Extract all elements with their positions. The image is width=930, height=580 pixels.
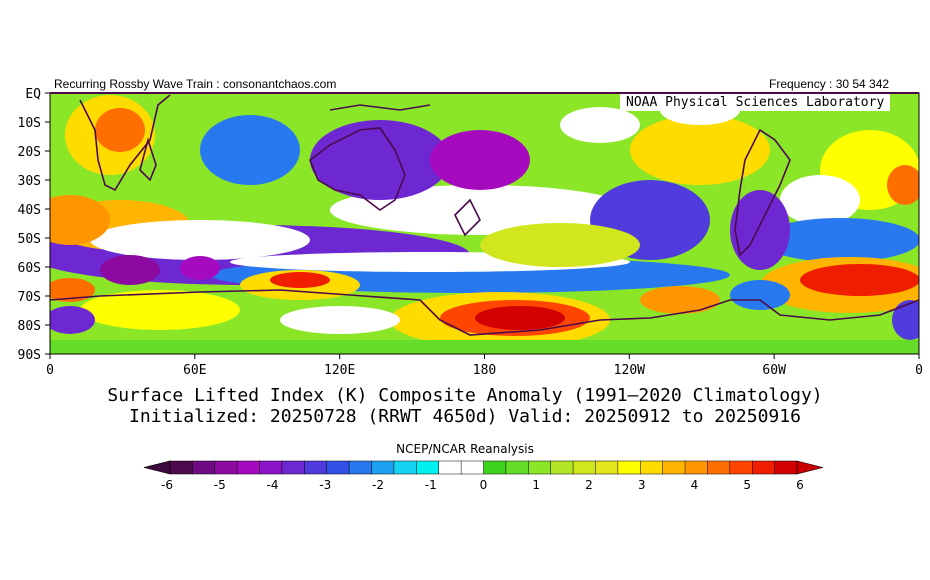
colorbar-swatch (281, 460, 305, 475)
colorbar-label: 2 (585, 478, 593, 492)
y-tick-label: 20S (18, 145, 41, 160)
colorbar-swatch (393, 460, 417, 475)
colorbar-high-arrow (796, 460, 824, 475)
header-right-text: Frequency : 30 54 342 (769, 77, 890, 91)
colorbar: -6 -5 -4 -3 -2 -1 0 1 2 3 4 5 6 (143, 460, 824, 492)
colorbar-swatch (617, 460, 641, 475)
data-source: NCEP/NCAR Reanalysis (396, 442, 534, 456)
colorbar-label: -5 (214, 478, 226, 492)
colorbar-swatch (214, 460, 238, 475)
colorbar-label: -4 (267, 478, 279, 492)
colorbar-swatch (572, 460, 597, 475)
colorbar-swatch (259, 460, 283, 475)
x-tick-label: 120W (614, 363, 645, 378)
y-tick-label: 50S (18, 232, 41, 247)
colorbar-swatch (348, 460, 373, 475)
y-tick-label: 10S (18, 116, 41, 131)
colorbar-swatch (460, 460, 485, 475)
colorbar-label: 6 (796, 478, 804, 492)
header-left-text: Recurring Rossby Wave Train : consonantc… (54, 77, 337, 91)
y-tick-label: 60S (18, 261, 41, 276)
colorbar-swatch (550, 460, 574, 475)
x-tick-label: 0 (915, 363, 923, 378)
colorbar-swatch (483, 460, 507, 475)
colorbar-swatch (438, 460, 462, 475)
colorbar-label: -2 (372, 478, 384, 492)
colorbar-swatch (774, 460, 798, 475)
colorbar-swatch (684, 460, 708, 475)
colorbar-swatch (236, 460, 261, 475)
chart-title: Surface Lifted Index (K) Composite Anoma… (107, 385, 823, 406)
x-tick-label: 60W (762, 363, 786, 378)
y-axis: EQ 10S 20S 30S 40S 50S 60S 70S 80S 90S (18, 87, 50, 363)
colorbar-label: -1 (425, 478, 437, 492)
x-tick-label: 0 (46, 363, 54, 378)
colorbar-swatch (528, 460, 552, 475)
chart-subtitle: Initialized: 20250728 (RRWT 4650d) Valid… (129, 406, 801, 427)
colorbar-swatch (640, 460, 664, 475)
x-tick-label: 120E (324, 363, 355, 378)
colorbar-swatch (169, 460, 193, 475)
y-tick-label: 30S (18, 174, 41, 189)
colorbar-swatch (371, 460, 395, 475)
colorbar-swatch (416, 460, 440, 475)
colorbar-label: -6 (161, 478, 173, 492)
colorbar-swatch (326, 460, 350, 475)
colorbar-swatch (595, 460, 619, 475)
x-tick-label: 60E (183, 363, 206, 378)
colorbar-swatch (304, 460, 328, 475)
colorbar-swatch (192, 460, 216, 475)
colorbar-label: 1 (532, 478, 540, 492)
y-tick-label: 90S (18, 348, 41, 363)
colorbar-swatch (707, 460, 731, 475)
colorbar-swatch (729, 460, 753, 475)
colorbar-swatch (505, 460, 529, 475)
lab-label: NOAA Physical Sciences Laboratory (620, 94, 891, 111)
y-tick-label: 70S (18, 290, 41, 305)
anomaly-map (50, 93, 919, 354)
colorbar-swatch (662, 460, 686, 475)
colorbar-low-arrow-tip (143, 460, 171, 475)
x-tick-label: 180 (473, 363, 496, 378)
y-tick-label: EQ (25, 87, 41, 102)
y-tick-label: 80S (18, 319, 41, 334)
colorbar-label: -3 (319, 478, 331, 492)
x-axis: 0 60E 120E 180 120W 60W 0 (46, 354, 923, 378)
colorbar-label: 5 (743, 478, 751, 492)
y-tick-label: 40S (18, 203, 41, 218)
colorbar-label: 4 (691, 478, 699, 492)
colorbar-label: 3 (638, 478, 646, 492)
colorbar-swatch (751, 460, 776, 475)
colorbar-label: 0 (480, 478, 488, 492)
